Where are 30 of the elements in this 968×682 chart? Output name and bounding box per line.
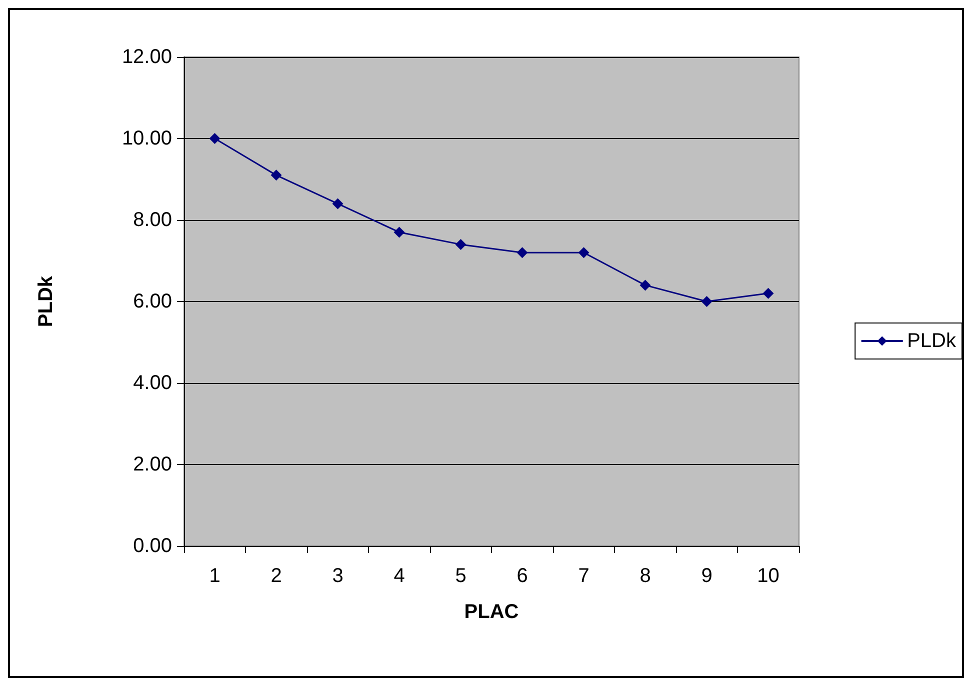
x-axis-title: PLAC xyxy=(464,601,519,623)
point xyxy=(578,247,590,258)
x-tick-label: 8 xyxy=(640,565,651,587)
x-tick-label: 7 xyxy=(578,565,590,587)
x-tick-label: 10 xyxy=(757,565,780,587)
x-tick-label: 2 xyxy=(270,565,282,587)
point xyxy=(209,133,220,144)
x-tick-label: 6 xyxy=(516,565,528,587)
x-tick-label: 9 xyxy=(701,565,712,587)
point xyxy=(762,288,774,299)
legend-label: PLDk xyxy=(907,330,957,352)
y-tick-label: 8.00 xyxy=(133,209,172,231)
x-tick-label: 1 xyxy=(209,565,220,587)
x-tick-label: 5 xyxy=(455,565,466,587)
y-tick-label: 12.00 xyxy=(122,46,172,68)
y-tick-label: 4.00 xyxy=(133,372,172,394)
point xyxy=(332,198,344,210)
x-tick-label: 4 xyxy=(394,565,405,587)
x-tick-label: 3 xyxy=(332,565,344,587)
point xyxy=(640,280,651,291)
y-tick-label: 0.00 xyxy=(133,535,172,557)
point xyxy=(701,296,712,307)
point xyxy=(270,170,282,181)
point xyxy=(516,247,528,258)
y-tick-label: 10.00 xyxy=(122,128,172,150)
point xyxy=(455,238,466,250)
y-tick-label: 2.00 xyxy=(133,454,172,476)
y-tick-label: 6.00 xyxy=(133,290,172,312)
y-axis-title: PLDk xyxy=(35,275,57,328)
point xyxy=(394,226,405,238)
